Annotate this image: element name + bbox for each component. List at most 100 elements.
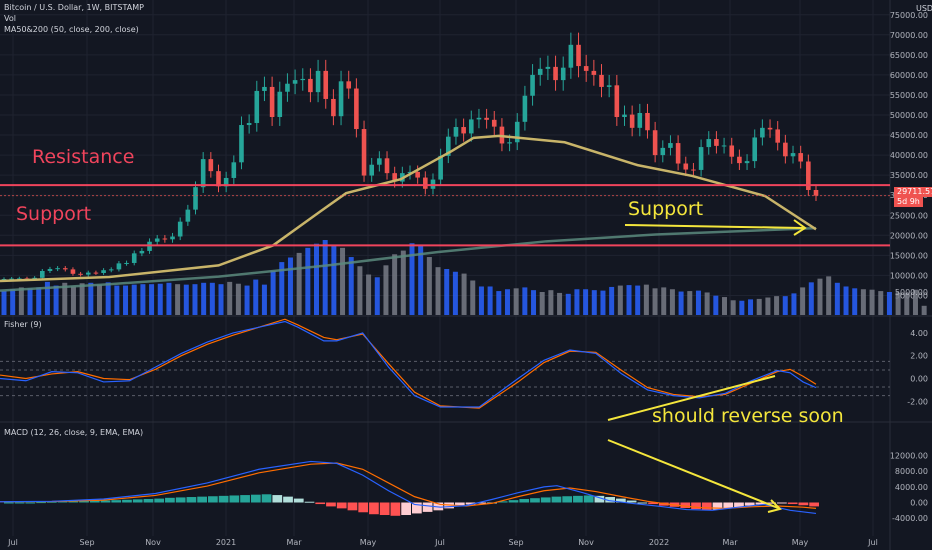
macd-histogram-bar: [497, 501, 508, 503]
volume-bar: [721, 297, 727, 315]
volume-bar: [44, 281, 50, 315]
candle-body: [85, 272, 91, 275]
x-tick-label: Jul: [7, 538, 18, 547]
volume-bar: [904, 293, 910, 315]
volume-bar: [878, 291, 884, 315]
candle-body: [806, 161, 811, 190]
macd-histogram-bar: [551, 496, 562, 503]
volume-bar: [114, 285, 120, 315]
volume-bar: [131, 284, 137, 315]
volume-bar: [366, 274, 372, 315]
volume-bar: [218, 284, 224, 315]
macd-tick-label: -4000.00: [892, 514, 928, 523]
macd-histogram-bar: [197, 496, 207, 503]
macd-histogram-bar: [122, 499, 132, 503]
candle-body: [354, 88, 359, 130]
y-tick-label: 65000.00: [890, 51, 928, 60]
fisher-tick-label: 4.00: [910, 329, 928, 338]
candle-body: [468, 119, 474, 134]
volume-bar: [183, 284, 189, 315]
volume-bar: [834, 282, 840, 315]
candle-body: [537, 68, 543, 75]
macd-histogram-bar: [390, 502, 401, 516]
volume-bar: [348, 257, 354, 315]
volume-bar: [392, 254, 398, 315]
volume-bar: [296, 252, 302, 315]
fisher-tick-label: 0.00: [910, 375, 928, 384]
macd-histogram-bar: [369, 502, 379, 515]
candle-body: [522, 95, 528, 122]
macd-histogram-bar: [250, 494, 261, 503]
macd-histogram-bar: [154, 498, 165, 503]
volume-bar: [565, 293, 571, 315]
macd-histogram-bar: [315, 502, 326, 505]
volume-bar: [409, 243, 415, 315]
volume-bar: [357, 266, 363, 315]
candle-body: [338, 81, 344, 117]
volume-bar: [860, 289, 866, 315]
volume-bar: [227, 281, 233, 315]
candle-body: [760, 127, 765, 138]
volume-bar: [548, 290, 554, 315]
volume-bar: [322, 240, 328, 315]
volume-bar: [687, 291, 693, 315]
volume-bar: [869, 289, 875, 315]
macd-histogram-bar: [100, 500, 111, 503]
candle-body: [300, 78, 306, 81]
macd-arrow-head: [767, 499, 782, 513]
macd-histogram-bar: [401, 502, 411, 516]
macd-histogram-bar: [454, 502, 465, 507]
macd-histogram-bar: [412, 502, 422, 514]
volume-bar: [53, 285, 59, 315]
volume-bar: [826, 276, 832, 315]
volume-bar: [583, 289, 589, 315]
macd-histogram-bar: [809, 502, 819, 507]
y-tick-label: 55000.00: [890, 91, 928, 100]
macd-line: [0, 460, 817, 515]
candle-body: [32, 277, 37, 279]
volume-bar: [192, 284, 198, 315]
candle-body: [721, 145, 727, 147]
candle-body: [1, 279, 7, 281]
y-tick-label: 45000.00: [890, 131, 928, 140]
volume-bar: [18, 287, 24, 315]
macd-histogram-bar: [165, 497, 175, 503]
macd-histogram-bar: [143, 498, 154, 503]
candle-body: [269, 86, 275, 118]
volume-bar: [487, 286, 493, 315]
candle-body: [292, 80, 298, 84]
candle-body: [813, 189, 819, 196]
candle-body: [78, 273, 83, 275]
volume-bar: [609, 286, 615, 315]
volume-bar: [921, 305, 927, 315]
candle-body: [560, 67, 566, 81]
candle-body: [691, 169, 696, 171]
macd-histogram-bar: [261, 494, 272, 503]
ma-legend: MA50&200 (50, close, 200, close): [4, 25, 139, 34]
x-tick-label: Jul: [434, 538, 445, 547]
candle-body: [783, 142, 788, 157]
candle-body: [706, 139, 712, 148]
volume-bar: [669, 289, 675, 315]
candle-body: [17, 278, 22, 280]
macd-histogram-bar: [637, 502, 648, 504]
y-tick-label: 35000.00: [890, 171, 928, 180]
candle-body: [254, 90, 260, 124]
currency-label: USD: [916, 4, 932, 13]
candle-body: [545, 66, 551, 69]
candle-body: [131, 253, 137, 263]
volume-bar: [79, 283, 85, 315]
support-annotation-right: Support: [628, 198, 703, 220]
volume-bar: [287, 257, 293, 315]
candle-body: [223, 177, 229, 187]
volume-bar: [912, 289, 918, 315]
volume-bar: [244, 285, 250, 315]
volume-bar: [157, 283, 163, 315]
volume-bar: [496, 291, 502, 315]
candle-body: [170, 236, 175, 240]
candle-body: [407, 171, 413, 174]
candle-body: [637, 112, 643, 128]
macd-histogram-bar: [347, 502, 358, 511]
macd-legend: MACD (12, 26, close, 9, EMA, EMA): [4, 428, 143, 437]
